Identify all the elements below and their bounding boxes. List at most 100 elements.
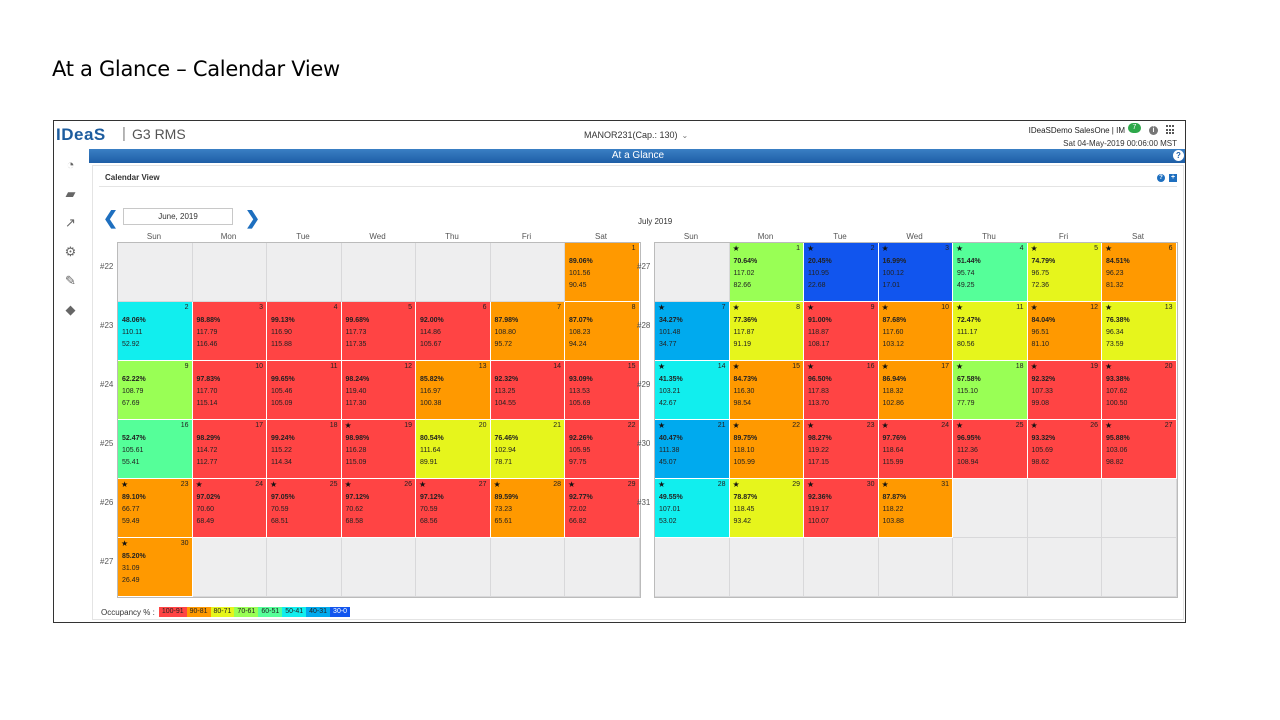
calendar-day-cell[interactable]: 6 92.00% 114.86 105.67 [416,302,491,361]
day-value-secondary: 103.12 [882,341,904,348]
occupancy-percent: 92.36% [808,494,832,501]
calendar-day-cell[interactable]: 27 ★ 97.12% 70.59 68.56 [416,479,491,538]
chevron-down-icon: ⌄ [681,131,689,140]
info-icon[interactable]: i [1149,126,1158,135]
calendar-day-cell[interactable]: 10 97.83% 117.70 115.14 [192,361,267,420]
chart-icon[interactable]: ↗ [65,215,76,230]
calendar-day-cell[interactable]: 7 87.98% 108.80 95.72 [490,302,565,361]
calendar-day-cell[interactable]: 13 ★ 76.38% 96.34 73.59 [1102,302,1177,361]
day-value-secondary: 115.09 [345,459,367,466]
calendar-day-cell[interactable]: 14 92.32% 113.25 104.55 [490,361,565,420]
calendar-day-cell[interactable]: 4 99.13% 116.90 115.88 [267,302,342,361]
month-picker-input[interactable]: June, 2019 [123,208,233,225]
calendar-day-cell[interactable]: 30 ★ 85.20% 31.09 26.49 [118,538,193,597]
next-month-button[interactable]: ❯ [245,208,261,228]
calendar-day-cell[interactable]: 11 ★ 72.47% 111.17 80.56 [953,302,1028,361]
help-icon[interactable]: ? [1173,150,1184,161]
calendar-day-cell[interactable]: 27 ★ 95.88% 103.06 98.82 [1102,420,1177,479]
star-icon: ★ [732,303,740,312]
calendar-day-cell[interactable]: 1 89.06% 101.56 90.45 [565,243,640,302]
occupancy-percent: 86.94% [882,376,907,383]
calendar-day-cell[interactable]: 12 98.24% 119.40 117.30 [341,361,416,420]
calendar-day-cell[interactable]: 25 ★ 96.95% 112.36 108.94 [953,420,1028,479]
weekday-header: Fri [1058,232,1069,241]
calendar-day-cell[interactable]: 23 ★ 89.10% 66.77 59.49 [118,479,193,538]
previous-month-button[interactable]: ❮ [103,208,119,228]
calendar-day-cell[interactable]: 7 ★ 34.27% 101.48 34.77 [655,302,730,361]
calendar-day-cell[interactable]: 5 99.68% 117.73 117.35 [341,302,416,361]
panel-help-icon[interactable]: ? [1157,174,1165,182]
calendar-day-cell[interactable]: 16 52.47% 105.61 55.41 [118,420,193,479]
calendar-day-cell[interactable]: 22 ★ 89.75% 118.10 105.99 [729,420,804,479]
calendar-day-cell[interactable]: 9 ★ 91.00% 118.87 108.17 [804,302,879,361]
calendar-day-cell[interactable]: 20 80.54% 111.64 89.91 [416,420,491,479]
calendar-day-cell[interactable]: 17 ★ 86.94% 118.32 102.86 [878,361,953,420]
wrench-icon[interactable]: ✎ [65,273,76,288]
day-value-primary: 95.74 [957,270,975,277]
calendar-day-cell[interactable]: 2 ★ 20.45% 110.95 22.68 [804,243,879,302]
calendar-day-cell[interactable]: 20 ★ 93.38% 107.62 100.50 [1102,361,1177,420]
ideas-logo[interactable]: IDeaS [56,125,106,144]
calendar-day-cell[interactable]: 24 ★ 97.02% 70.60 68.49 [192,479,267,538]
user-info[interactable]: IDeaSDemo SalesOne | IM [1028,126,1125,135]
occupancy-percent: 67.58% [957,376,981,383]
calendar-day-cell[interactable]: 2 48.06% 110.11 52.92 [118,302,193,361]
calendar-day-cell[interactable]: 21 ★ 40.47% 111.38 45.07 [655,420,730,479]
calendar-day-cell[interactable]: 6 ★ 84.51% 96.23 81.32 [1102,243,1177,302]
calendar-day-cell[interactable]: 23 ★ 98.27% 119.22 117.15 [804,420,879,479]
day-number: 11 [330,363,338,370]
folder-icon[interactable]: ▰ [65,186,76,201]
calendar-day-cell[interactable]: 21 76.46% 102.94 78.71 [490,420,565,479]
calendar-day-cell[interactable]: 28 ★ 49.55% 107.01 53.02 [655,479,730,538]
day-number: 5 [1094,245,1098,252]
settings-icon[interactable]: ⚙ [64,244,77,259]
day-number: 12 [1090,304,1098,311]
calendar-day-cell[interactable]: 29 ★ 78.87% 118.45 93.42 [729,479,804,538]
calendar-day-cell[interactable]: 11 99.65% 105.46 105.09 [267,361,342,420]
calendar-day-cell[interactable]: 8 ★ 77.36% 117.87 91.19 [729,302,804,361]
calendar-day-cell[interactable]: 22 92.26% 105.95 97.75 [565,420,640,479]
calendar-day-cell[interactable]: 24 ★ 97.76% 118.64 115.99 [878,420,953,479]
expand-icon[interactable]: + [1169,174,1177,182]
calendar-day-cell[interactable]: 15 ★ 84.73% 116.30 98.54 [729,361,804,420]
calendar-day-cell[interactable]: 1 ★ 70.64% 117.02 82.66 [729,243,804,302]
calendar-day-cell[interactable]: 12 ★ 84.04% 96.51 81.10 [1027,302,1102,361]
day-number: 3 [945,245,949,252]
day-number: 22 [792,422,800,429]
calendar-day-cell[interactable]: 13 85.82% 116.97 100.38 [416,361,491,420]
app-grid-icon[interactable] [1166,125,1176,135]
calendar-day-cell[interactable]: 26 ★ 97.12% 70.62 68.58 [341,479,416,538]
week-number: #23 [100,321,114,330]
calendar-day-cell[interactable]: 18 ★ 67.58% 115.10 77.79 [953,361,1028,420]
calendar-day-cell[interactable]: 16 ★ 96.50% 117.83 113.70 [804,361,879,420]
property-selector[interactable]: MANOR231(Cap.: 130) ⌄ [584,130,688,140]
calendar-day-cell[interactable]: 31 ★ 87.87% 118.22 103.88 [878,479,953,538]
calendar-day-cell[interactable]: 15 93.09% 113.53 105.69 [565,361,640,420]
calendar-day-cell[interactable]: 19 ★ 92.32% 107.33 99.08 [1027,361,1102,420]
calendar-day-cell[interactable]: 14 ★ 41.35% 103.21 42.67 [655,361,730,420]
legend-swatch: 60-51 [258,607,283,617]
calendar-day-cell[interactable]: 3 98.88% 117.79 116.46 [192,302,267,361]
calendar-day-cell[interactable]: 18 99.24% 115.22 114.34 [267,420,342,479]
calendar-day-cell[interactable]: 17 98.29% 114.72 112.77 [192,420,267,479]
calendar-day-cell[interactable]: 4 ★ 51.44% 95.74 49.25 [953,243,1028,302]
calendar-day-cell[interactable]: 10 ★ 87.68% 117.60 103.12 [878,302,953,361]
diamond-nav-icon[interactable]: ◆ [65,302,76,317]
day-value-primary: 118.22 [882,506,904,513]
notification-badge[interactable]: 7 [1128,123,1141,133]
calendar-day-cell[interactable]: 9 62.22% 108.79 67.69 [118,361,193,420]
calendar-day-cell[interactable]: 26 ★ 93.32% 105.69 98.62 [1027,420,1102,479]
week-number: #27 [637,262,651,271]
calendar-day-cell[interactable]: 19 ★ 98.98% 116.28 115.09 [341,420,416,479]
calendar-day-cell[interactable]: 30 ★ 92.36% 119.17 110.07 [804,479,879,538]
day-number: 2 [870,245,875,252]
occupancy-percent: 92.32% [1031,376,1056,383]
dashboard-icon[interactable]: ◔ [66,157,75,172]
calendar-day-cell[interactable]: 3 ★ 16.99% 100.12 17.01 [878,243,953,302]
calendar-day-cell[interactable]: 28 ★ 89.59% 73.23 65.61 [490,479,565,538]
calendar-day-cell[interactable]: 29 ★ 92.77% 72.02 66.82 [565,479,640,538]
calendar-day-cell[interactable]: 5 ★ 74.79% 96.75 72.36 [1027,243,1102,302]
calendar-day-cell[interactable]: 25 ★ 97.05% 70.59 68.51 [267,479,342,538]
star-icon: ★ [419,480,427,489]
calendar-day-cell[interactable]: 8 87.07% 108.23 94.24 [565,302,640,361]
